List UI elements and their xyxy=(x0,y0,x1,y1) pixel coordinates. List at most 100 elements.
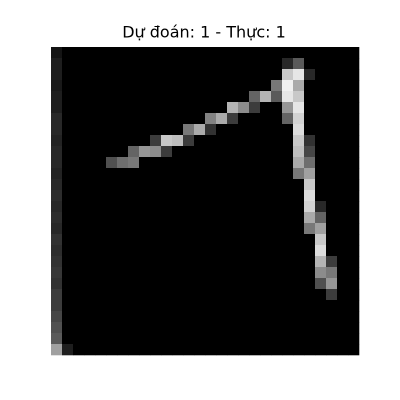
pixel xyxy=(194,91,206,103)
pixel xyxy=(249,223,261,235)
pixel xyxy=(73,245,85,257)
pixel xyxy=(348,300,360,312)
pixel xyxy=(84,300,96,312)
pixel xyxy=(117,102,129,114)
pixel xyxy=(139,201,151,213)
pixel xyxy=(95,190,107,202)
pixel xyxy=(293,267,305,279)
pixel xyxy=(315,102,327,114)
pixel xyxy=(84,113,96,125)
pixel xyxy=(326,322,338,334)
pixel xyxy=(161,190,173,202)
pixel xyxy=(260,256,272,268)
pixel xyxy=(238,47,250,59)
pixel xyxy=(337,190,349,202)
pixel xyxy=(348,223,360,235)
pixel xyxy=(337,179,349,191)
pixel xyxy=(150,135,162,147)
pixel xyxy=(172,256,184,268)
pixel xyxy=(216,168,228,180)
pixel xyxy=(183,333,195,345)
pixel xyxy=(51,212,63,224)
pixel xyxy=(51,47,63,59)
pixel xyxy=(62,322,74,334)
pixel xyxy=(326,102,338,114)
pixel xyxy=(205,58,217,70)
pixel xyxy=(73,69,85,81)
pixel xyxy=(348,256,360,268)
pixel xyxy=(348,245,360,257)
pixel xyxy=(161,300,173,312)
pixel xyxy=(205,245,217,257)
pixel xyxy=(249,300,261,312)
pixel xyxy=(238,80,250,92)
image xyxy=(51,47,360,356)
pixel xyxy=(271,322,283,334)
pixel xyxy=(172,102,184,114)
pixel xyxy=(282,168,294,180)
pixel xyxy=(337,234,349,246)
pixel xyxy=(216,267,228,279)
pixel xyxy=(205,113,217,125)
pixel xyxy=(106,201,118,213)
pixel xyxy=(293,179,305,191)
pixel xyxy=(282,212,294,224)
pixel xyxy=(117,267,129,279)
pixel xyxy=(271,256,283,268)
pixel xyxy=(249,69,261,81)
pixel xyxy=(172,80,184,92)
pixel xyxy=(73,311,85,323)
pixel xyxy=(161,311,173,323)
pixel xyxy=(293,157,305,169)
pixel xyxy=(337,256,349,268)
pixel xyxy=(216,179,228,191)
pixel xyxy=(260,124,272,136)
pixel xyxy=(227,47,239,59)
pixel xyxy=(194,234,206,246)
pixel xyxy=(205,69,217,81)
pixel xyxy=(84,333,96,345)
pixel xyxy=(271,300,283,312)
pixel xyxy=(161,322,173,334)
pixel xyxy=(139,47,151,59)
pixel xyxy=(227,300,239,312)
pixel xyxy=(172,168,184,180)
pixel xyxy=(106,157,118,169)
pixel xyxy=(62,146,74,158)
pixel xyxy=(172,289,184,301)
pixel xyxy=(260,135,272,147)
pixel xyxy=(172,234,184,246)
pixel xyxy=(326,278,338,290)
pixel xyxy=(315,113,327,125)
pixel xyxy=(73,146,85,158)
pixel xyxy=(216,300,228,312)
pixel xyxy=(337,113,349,125)
pixel xyxy=(161,80,173,92)
pixel xyxy=(260,289,272,301)
pixel xyxy=(194,256,206,268)
pixel xyxy=(315,289,327,301)
pixel xyxy=(150,234,162,246)
pixel xyxy=(260,267,272,279)
pixel xyxy=(95,223,107,235)
pixel xyxy=(260,146,272,158)
pixel xyxy=(95,47,107,59)
pixel xyxy=(84,311,96,323)
pixel xyxy=(271,234,283,246)
pixel xyxy=(238,289,250,301)
pixel xyxy=(348,124,360,136)
pixel xyxy=(282,80,294,92)
pixel xyxy=(51,69,63,81)
pixel xyxy=(271,245,283,257)
pixel xyxy=(205,124,217,136)
pixel xyxy=(315,124,327,136)
pixel xyxy=(106,344,118,356)
pixel xyxy=(95,80,107,92)
pixel xyxy=(271,168,283,180)
pixel xyxy=(260,344,272,356)
pixel xyxy=(117,47,129,59)
pixel xyxy=(249,80,261,92)
pixel xyxy=(128,47,140,59)
pixel xyxy=(315,333,327,345)
pixel xyxy=(337,322,349,334)
